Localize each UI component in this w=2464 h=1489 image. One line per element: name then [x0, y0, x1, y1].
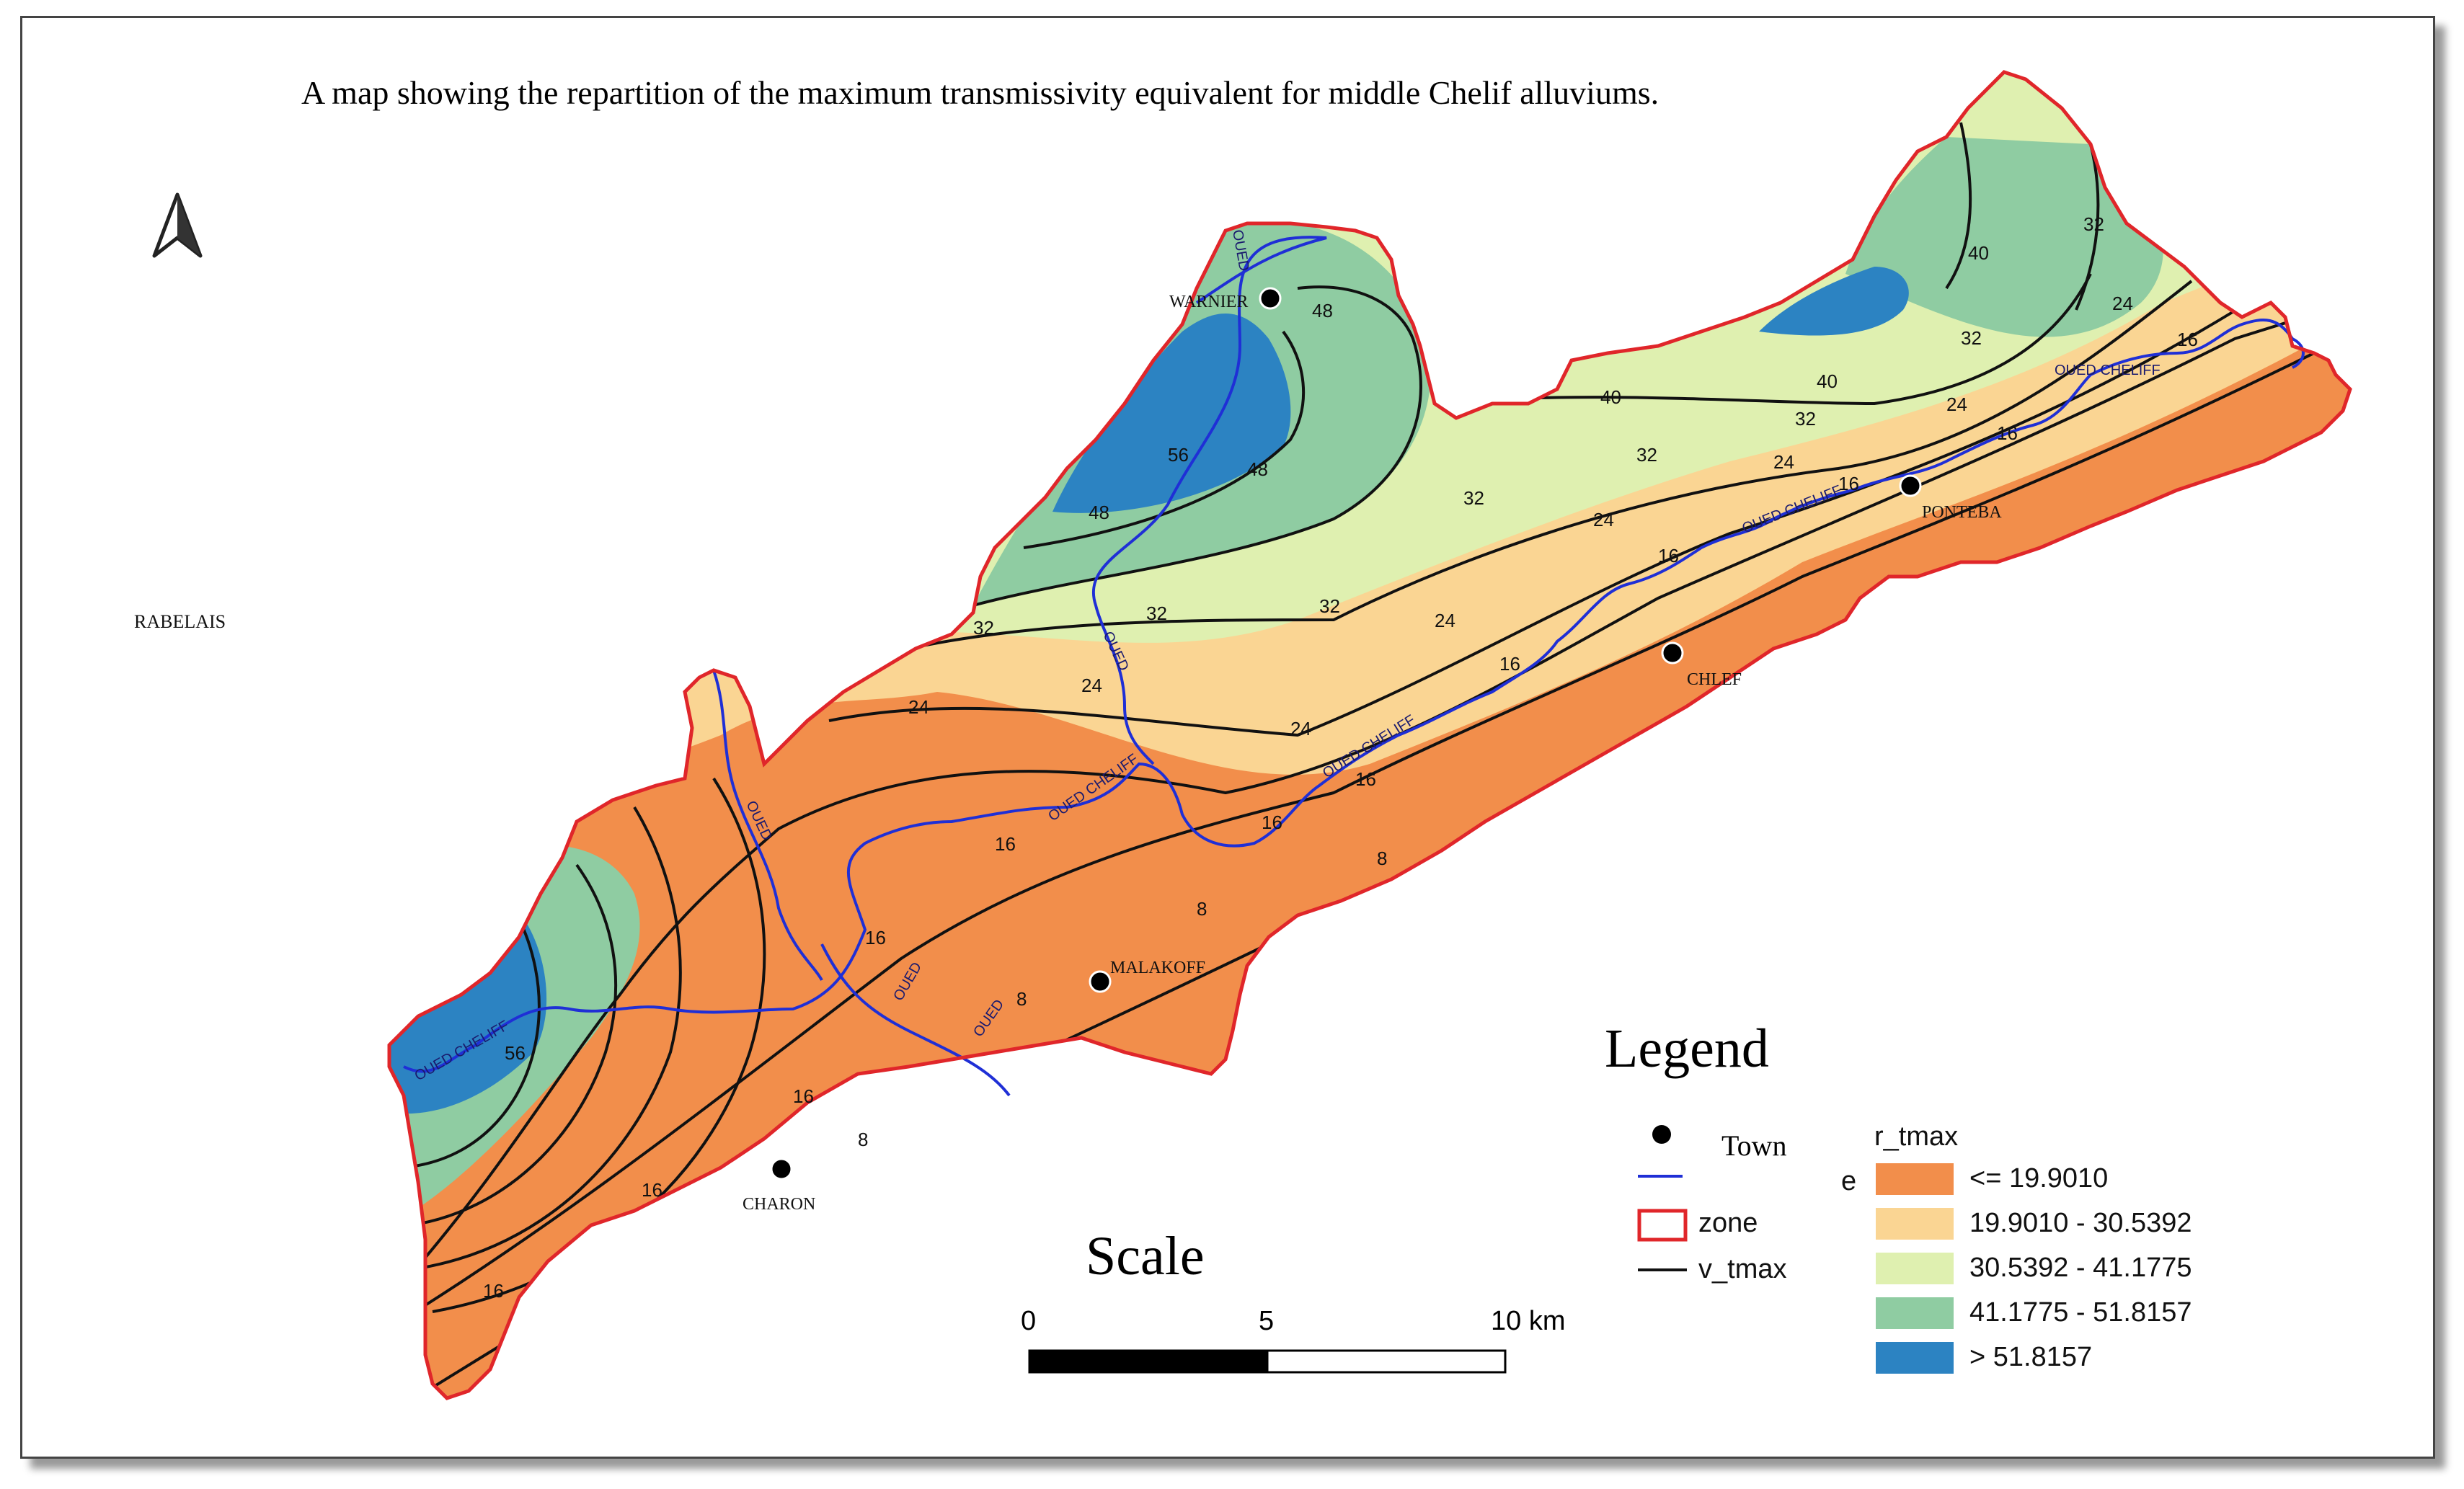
- legend-zone-label: zone: [1698, 1208, 1758, 1238]
- map-title: A map showing the repartition of the max…: [301, 74, 1659, 111]
- contour-label-56: 56: [1168, 444, 1189, 466]
- town-marker-malakoff: [1089, 970, 1112, 993]
- town-label-warnier: WARNIER: [1169, 293, 1248, 311]
- contour-label-16: 16: [995, 833, 1016, 855]
- river-west-branch: [712, 670, 823, 981]
- contour-line: [1945, 122, 1972, 290]
- contour-line: [972, 285, 1422, 607]
- contour-label-24: 24: [1593, 509, 1614, 530]
- town-label-charon: CHARON: [743, 1195, 815, 1214]
- contour-label-24: 24: [1435, 610, 1455, 631]
- contour-line: [402, 337, 2344, 1320]
- town-markers: [770, 287, 1922, 1181]
- zone-border: [387, 70, 2352, 1400]
- town-marker-chlef: [1661, 641, 1684, 665]
- contour-label-24: 24: [1773, 451, 1794, 473]
- scale-label-10: 10 km: [1491, 1306, 1566, 1336]
- scale-label-0: 0: [1021, 1306, 1037, 1336]
- legend-town-label: Town: [1721, 1129, 1787, 1162]
- contour-label-8: 8: [1377, 848, 1387, 869]
- place-label-rabelais: RABELAIS: [134, 611, 226, 632]
- contour-label-48: 48: [1312, 300, 1333, 321]
- contour-label-40: 40: [1600, 386, 1621, 408]
- contour-label-16: 16: [1658, 545, 1679, 566]
- town-label-ponteba: PONTEBA: [1922, 503, 2002, 522]
- town-label-chlef: CHLEF: [1687, 670, 1742, 689]
- contour-label-32: 32: [2083, 213, 2104, 235]
- legend-river-label-fragment: e: [1841, 1166, 1857, 1196]
- contour-label-24: 24: [1290, 718, 1311, 739]
- legend-swatch-class-2: [1876, 1208, 1954, 1240]
- town-marker-warnier: [1259, 287, 1282, 310]
- contour-label-16: 16: [1355, 768, 1376, 790]
- contour-label-48: 48: [1247, 458, 1268, 480]
- contour-line: [410, 863, 618, 1227]
- contour-label-8: 8: [858, 1129, 868, 1150]
- contour-label-40: 40: [1968, 242, 1989, 264]
- contour-label-24: 24: [1081, 675, 1102, 696]
- contour-label-16: 16: [2177, 329, 2198, 350]
- legend-swatch-class-3: [1876, 1253, 1954, 1284]
- contour-label-8: 8: [1197, 898, 1207, 920]
- contour-label-32: 32: [1319, 595, 1340, 617]
- river-north-branch: [1092, 236, 1327, 765]
- scale-bar: [1028, 1349, 1507, 1374]
- scale-title: Scale: [1086, 1226, 1205, 1286]
- legend-raster-title: r_tmax: [1874, 1121, 1959, 1152]
- legend-swatch-class-5: [1876, 1342, 1954, 1374]
- legend-class-label: 30.5392 - 41.1775: [1969, 1253, 2192, 1283]
- contour-line: [1023, 330, 1306, 549]
- contour-label-16: 16: [642, 1179, 662, 1201]
- contour-label-56: 56: [505, 1042, 526, 1064]
- scale-label-5: 5: [1259, 1306, 1275, 1336]
- contour-label-32: 32: [1961, 327, 1982, 349]
- contour-label-16: 16: [1499, 653, 1520, 675]
- legend-title: Legend: [1605, 1018, 1769, 1079]
- contour-label-24: 24: [2112, 293, 2133, 314]
- legend-zone-icon: [1637, 1209, 1688, 1242]
- legend-class-label: <= 19.9010: [1969, 1163, 2109, 1194]
- river-branch: [820, 943, 1011, 1097]
- legend-class-label: 19.9010 - 30.5392: [1969, 1208, 2192, 1238]
- contour-line: [908, 280, 2193, 650]
- contour-label-48: 48: [1089, 502, 1109, 523]
- legend-class-label: > 51.8157: [1969, 1342, 2093, 1372]
- contour-label-16: 16: [1262, 812, 1282, 833]
- contour-labels: 48 48 48 56 40 40 40 32 32 32 32 32 32 3…: [483, 213, 2198, 1302]
- contour-label-32: 32: [1146, 603, 1167, 624]
- contour-label-16: 16: [1997, 422, 2018, 444]
- contour-label-24: 24: [908, 696, 929, 718]
- legend-swatch-class-4: [1876, 1297, 1954, 1329]
- contour-label-32: 32: [1795, 408, 1816, 430]
- contour-line: [417, 806, 682, 1270]
- river-line: [403, 319, 2305, 1073]
- contour-label-16: 16: [483, 1280, 504, 1302]
- contour-line: [1441, 273, 2092, 406]
- legend-class-label: 41.1775 - 51.8157: [1969, 1297, 2192, 1328]
- town-marker-charon: [770, 1157, 793, 1181]
- contour-label-16: 16: [793, 1085, 814, 1107]
- contour-label-8: 8: [1016, 988, 1027, 1010]
- town-labels: WARNIER PONTEBA CHLEF MALAKOFF CHARON: [743, 293, 2002, 1214]
- town-label-malakoff: MALAKOFF: [1110, 959, 1205, 977]
- contour-label-16: 16: [865, 927, 886, 948]
- legend-contour-label: v_tmax: [1698, 1254, 1787, 1284]
- river-label: OUED CHELIFF: [2055, 363, 2161, 378]
- town-marker-ponteba: [1899, 474, 1922, 497]
- contour-line: [403, 892, 541, 1169]
- contour-line: [2075, 143, 2100, 311]
- contour-label-32: 32: [1463, 487, 1484, 509]
- contour-label-40: 40: [1817, 370, 1838, 392]
- contour-label-32: 32: [1636, 444, 1657, 466]
- contour-label-24: 24: [1946, 394, 1967, 415]
- river-oued-cheliff: [403, 236, 2305, 1097]
- legend-town-icon: [1652, 1125, 1671, 1144]
- contour-label-16: 16: [1838, 473, 1859, 494]
- north-arrow-icon: [152, 192, 203, 258]
- contour-label-32: 32: [973, 617, 994, 639]
- legend-swatch-class-1: [1876, 1163, 1954, 1195]
- contour-line: [828, 287, 2272, 737]
